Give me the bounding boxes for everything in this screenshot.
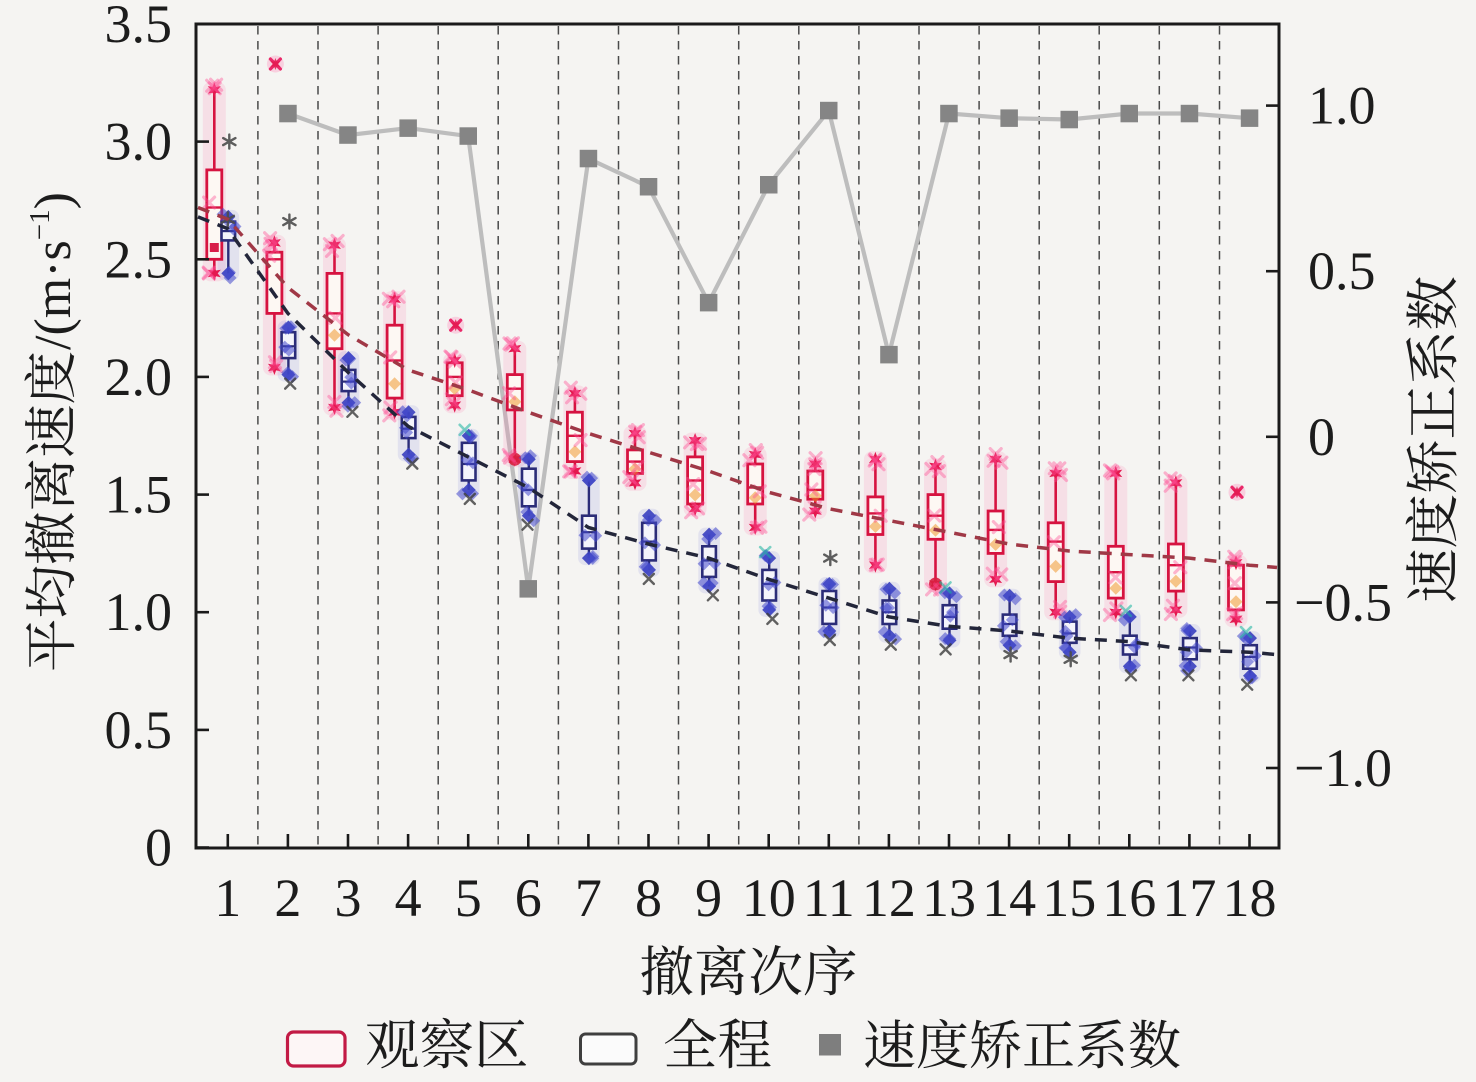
svg-text:9: 9	[695, 868, 722, 928]
svg-text:0.5: 0.5	[105, 700, 173, 760]
svg-text:1: 1	[214, 868, 241, 928]
svg-text:2.5: 2.5	[105, 229, 173, 289]
svg-text:17: 17	[1162, 868, 1216, 928]
svg-text:0: 0	[145, 818, 172, 878]
svg-text:0: 0	[1308, 407, 1335, 467]
svg-text:2: 2	[274, 868, 301, 928]
svg-text:11: 11	[803, 868, 855, 928]
svg-text:1.0: 1.0	[1308, 76, 1376, 136]
svg-text:10: 10	[742, 868, 796, 928]
svg-text:13: 13	[922, 868, 976, 928]
svg-text:16: 16	[1102, 868, 1156, 928]
svg-text:1.0: 1.0	[105, 582, 173, 642]
svg-text:5: 5	[455, 868, 482, 928]
svg-text:−0.5: −0.5	[1294, 572, 1392, 632]
svg-text:2.0: 2.0	[105, 347, 173, 407]
svg-text:8: 8	[635, 868, 662, 928]
svg-text:3: 3	[335, 868, 362, 928]
svg-text:12: 12	[862, 868, 916, 928]
svg-text:14: 14	[982, 868, 1036, 928]
svg-text:1.5: 1.5	[105, 465, 173, 525]
svg-text:15: 15	[1042, 868, 1096, 928]
svg-text:0.5: 0.5	[1308, 241, 1376, 301]
svg-text:−1.0: −1.0	[1294, 738, 1392, 798]
svg-text:18: 18	[1223, 868, 1277, 928]
svg-text:3.0: 3.0	[105, 112, 173, 172]
svg-text:3.5: 3.5	[105, 0, 173, 54]
svg-text:6: 6	[515, 868, 542, 928]
svg-text:4: 4	[395, 868, 422, 928]
svg-text:7: 7	[575, 868, 602, 928]
